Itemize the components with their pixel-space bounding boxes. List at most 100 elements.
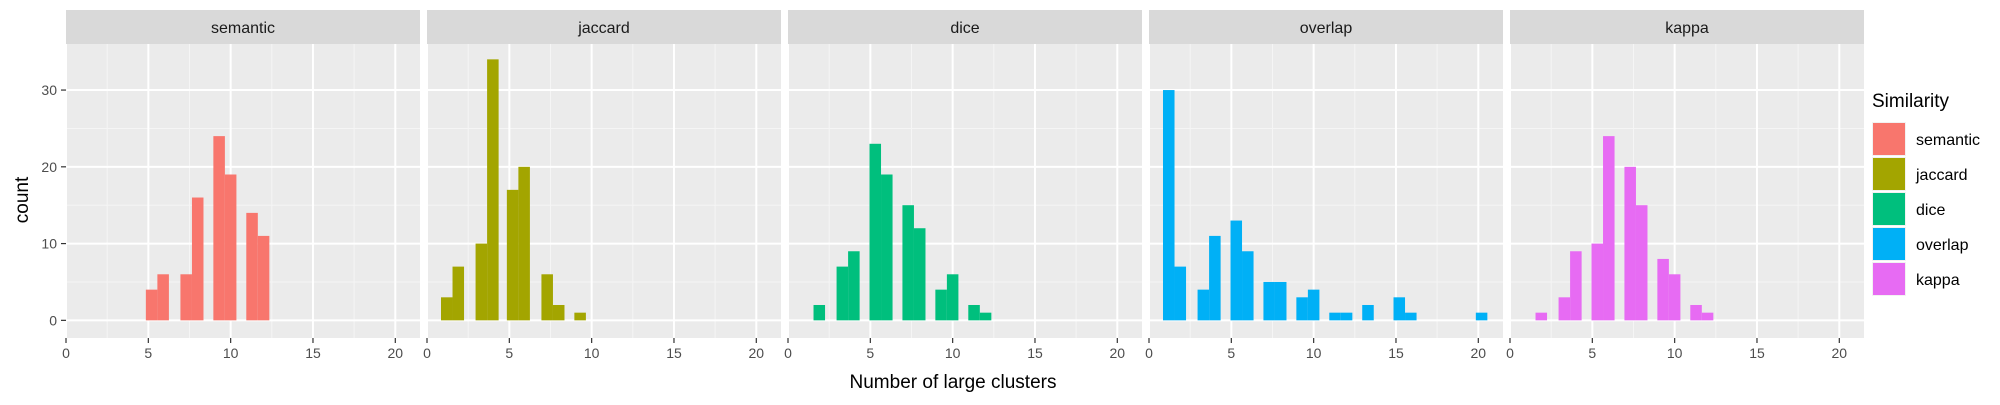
facet-strip	[1510, 10, 1864, 44]
histogram-bar	[1558, 297, 1571, 321]
histogram-bar	[1209, 235, 1221, 321]
x-tick-label: 5	[866, 345, 874, 361]
facet-strip	[427, 10, 781, 44]
histogram-bar	[1570, 251, 1582, 321]
x-axis-title: Number of large clusters	[850, 372, 1057, 393]
histogram-bar	[1475, 312, 1488, 321]
facet-panel-dice: dice 0 5 10 15 20	[784, 10, 1142, 361]
legend-swatch	[1873, 123, 1905, 155]
x-tick-label: 15	[1749, 345, 1765, 361]
histogram-bar	[1162, 90, 1175, 321]
x-tick-label: 10	[1667, 345, 1683, 361]
histogram-bar	[518, 166, 530, 321]
histogram-bar	[813, 304, 826, 321]
histogram-bar	[574, 312, 586, 321]
panel-background	[1510, 44, 1864, 338]
x-tick-label: 20	[749, 345, 765, 361]
facet-panel-semantic: semantic 0 5 10 15 20 0 10 20 30	[41, 10, 420, 361]
histogram-bar	[869, 143, 882, 321]
facet-strip-label: semantic	[211, 20, 275, 37]
legend-label: dice	[1916, 202, 1945, 219]
histogram-bar	[979, 312, 992, 321]
x-tick-label: 5	[144, 345, 152, 361]
histogram-bar	[881, 174, 893, 321]
facet-panel-kappa: kappa 0 5 10 15 20	[1506, 10, 1864, 361]
histogram-bar	[1635, 205, 1648, 321]
histogram-bar	[1603, 136, 1615, 321]
histogram-bar	[968, 304, 980, 321]
facet-strip	[788, 10, 1142, 44]
legend: Similarity semantic jaccard dice overlap kap…	[1872, 91, 1980, 296]
legend-swatch	[1873, 158, 1905, 190]
legend-item-overlap: overlap	[1872, 227, 1969, 261]
x-tick-label: 15	[666, 345, 682, 361]
x-tick-label: 15	[1388, 345, 1404, 361]
x-tick-label: 10	[584, 345, 600, 361]
histogram-bar	[224, 174, 237, 321]
histogram-bar	[552, 304, 565, 321]
x-tick-label: 10	[945, 345, 961, 361]
histogram-bar	[1591, 243, 1604, 321]
histogram-bar	[506, 189, 519, 321]
histogram-bar	[452, 266, 465, 321]
x-tick-label: 0	[1506, 345, 1514, 361]
histogram-bar	[1701, 312, 1714, 321]
histogram-bar	[836, 266, 849, 321]
histogram-bar	[191, 197, 204, 321]
histogram-bar	[157, 274, 169, 321]
histogram-bar	[1535, 312, 1548, 321]
panel-background	[66, 44, 420, 338]
histogram-bar	[440, 297, 453, 321]
x-tick-label: 10	[223, 345, 239, 361]
histogram-bar	[1657, 258, 1669, 321]
facet-panel-jaccard: jaccard 0 5 10 15 20	[423, 10, 781, 361]
histogram-bar	[246, 212, 258, 321]
x-tick-label: 0	[784, 345, 792, 361]
facet-strip-label: jaccard	[577, 20, 630, 37]
legend-item-dice: dice	[1872, 192, 1945, 226]
x-tick-label: 15	[1027, 345, 1043, 361]
histogram-bar	[145, 289, 158, 321]
x-tick-label: 20	[1832, 345, 1848, 361]
legend-keys: semantic jaccard dice overlap kappa	[1872, 122, 1980, 296]
histogram-bar	[1274, 281, 1287, 321]
facet-strip-label: dice	[950, 20, 979, 37]
histogram-bar	[1242, 251, 1254, 321]
facet-strip	[66, 10, 420, 44]
x-tick-label: 5	[505, 345, 513, 361]
x-tick-label: 0	[1145, 345, 1153, 361]
histogram-bar	[1624, 166, 1636, 321]
legend-item-kappa: kappa	[1872, 262, 1960, 296]
histogram-bar	[1690, 304, 1702, 321]
legend-swatch	[1873, 193, 1905, 225]
x-tick-label: 10	[1306, 345, 1322, 361]
histogram-bar	[1668, 274, 1681, 321]
legend-label: overlap	[1916, 237, 1969, 254]
legend-item-jaccard: jaccard	[1872, 157, 1968, 191]
histogram-bar	[541, 274, 553, 321]
x-tick-label: 5	[1227, 345, 1235, 361]
histogram-bar	[1362, 304, 1374, 321]
y-tick-label: 10	[41, 236, 57, 252]
legend-title: Similarity	[1872, 91, 1950, 112]
histogram-bar	[1307, 289, 1320, 321]
histogram-bar	[1393, 297, 1406, 321]
histogram-bar	[1174, 266, 1187, 321]
histogram-bar	[1340, 312, 1353, 321]
histogram-bar	[1296, 297, 1308, 321]
histogram-bar	[935, 289, 947, 321]
x-tick-label: 20	[1471, 345, 1487, 361]
x-tick-label: 0	[423, 345, 431, 361]
legend-label: semantic	[1916, 132, 1980, 149]
legend-label: kappa	[1916, 272, 1960, 289]
histogram-bar	[257, 235, 270, 321]
histogram-bar	[848, 251, 860, 321]
panel-background	[1149, 44, 1503, 338]
legend-swatch	[1873, 263, 1905, 295]
histogram-bar	[180, 274, 192, 321]
x-tick-label: 20	[1110, 345, 1126, 361]
histogram-bar	[213, 136, 225, 321]
